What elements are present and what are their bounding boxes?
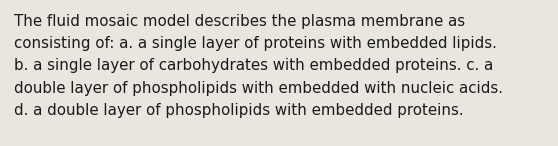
Text: The fluid mosaic model describes the plasma membrane as
consisting of: a. a sing: The fluid mosaic model describes the pla… (14, 14, 503, 118)
